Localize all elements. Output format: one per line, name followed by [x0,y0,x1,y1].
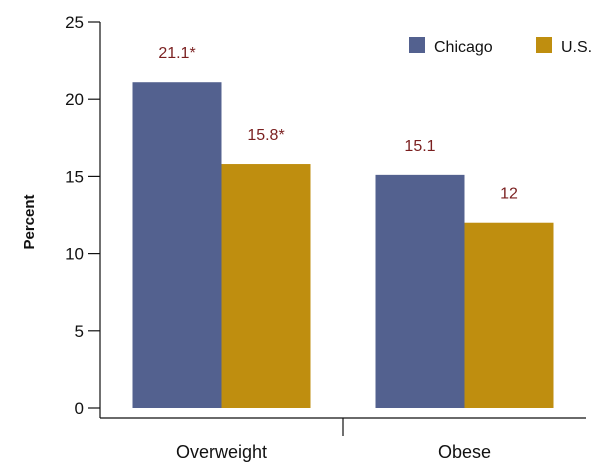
x-category-label: Overweight [176,442,267,462]
data-label: 15.1 [404,138,435,155]
data-label: 21.1* [158,45,195,62]
bars: 21.1* 15.8* 15.1 12 [132,45,554,408]
data-label: 12 [500,186,518,203]
y-tick-label: 0 [75,399,84,418]
data-label: 15.8* [247,127,284,144]
legend: Chicago U.S. [409,37,592,56]
y-tick-label: 20 [65,90,84,109]
y-tick-label: 25 [65,13,84,32]
bar-chicago-overweight [132,82,222,408]
legend-swatch [536,37,552,53]
y-tick-label: 5 [75,322,84,341]
x-category-label: Obese [438,442,491,462]
axes: 0 5 10 15 20 25 Overweight Obese [65,13,586,462]
bar-us-obese [464,222,554,408]
bar-us-overweight [221,164,311,408]
legend-swatch [409,37,425,53]
y-tick-label: 10 [65,245,84,264]
y-axis-label: Percent [21,194,38,249]
legend-label: Chicago [434,39,493,56]
y-tick-label: 15 [65,167,84,186]
legend-label: U.S. [561,39,592,56]
bar-chicago-obese [375,174,465,408]
